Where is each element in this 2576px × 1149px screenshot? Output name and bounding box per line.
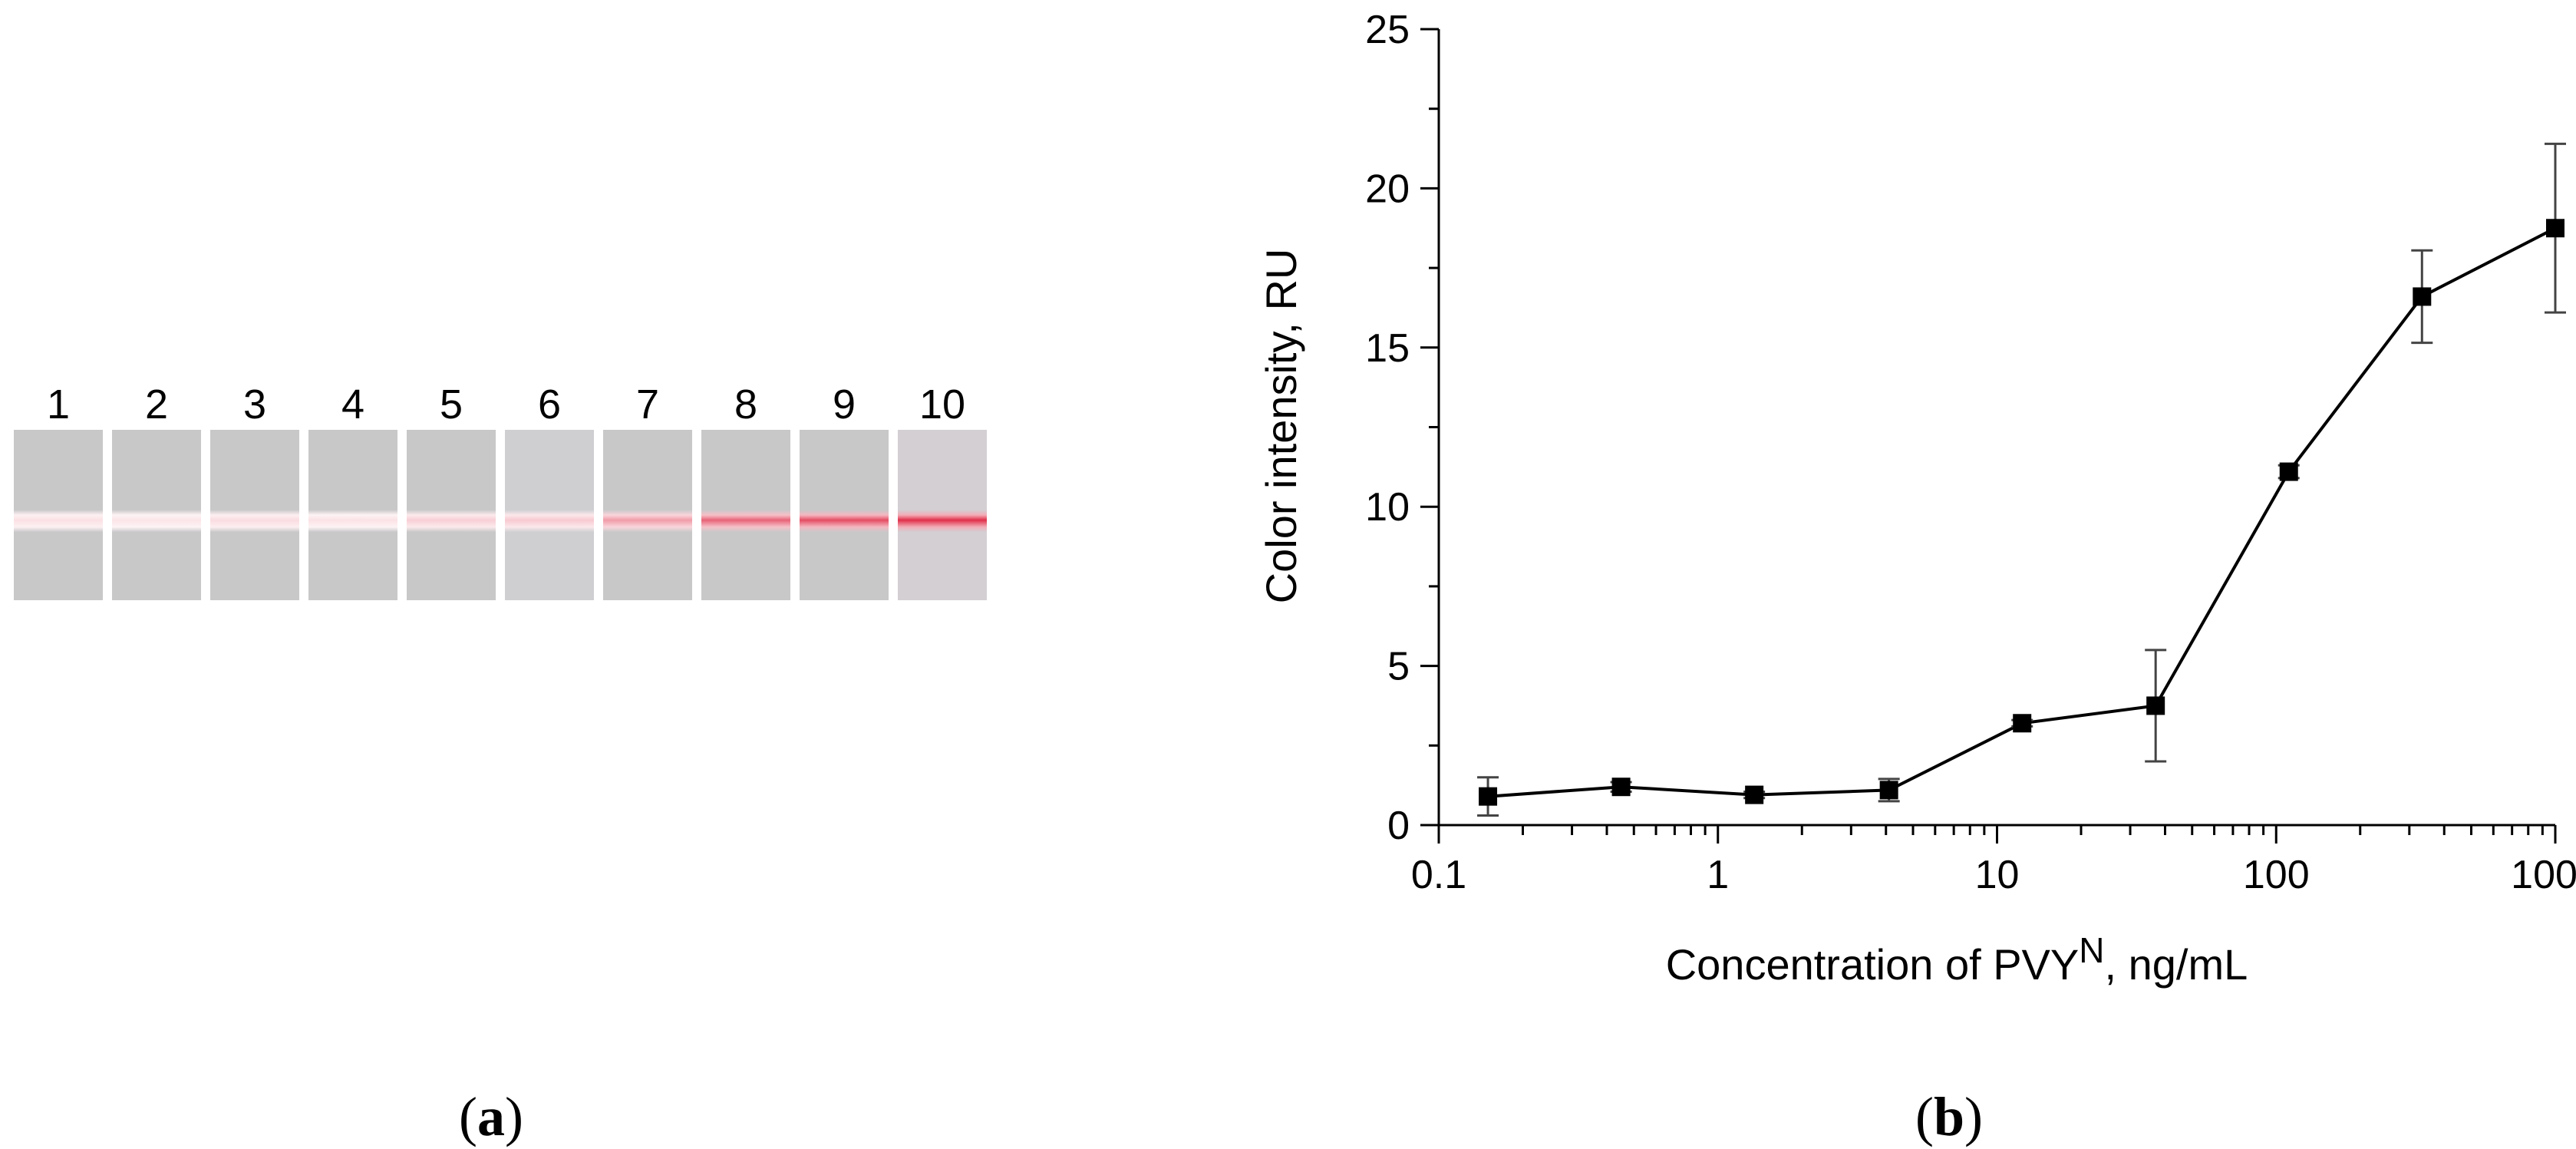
test-strip-6 [505,430,594,600]
chart-tick-labels: 0 5 10 15 20 25 0.1 1 10 100 1000 [1365,8,2576,897]
data-points [1479,219,2564,806]
data-point [1611,778,1631,797]
data-point [2279,462,2298,481]
series-line [1487,226,2556,798]
test-strip-5 [407,430,496,600]
strip-label-10: 10 [919,381,966,428]
strip-label-2: 2 [144,381,169,428]
strip-label-4: 4 [341,381,365,428]
y-tick-label: 15 [1365,326,1410,371]
strip-label-9: 9 [832,381,856,428]
strip-label-8: 8 [734,381,758,428]
data-point [1745,785,1764,804]
data-point [2413,287,2432,306]
x-axis-label-unit: , ng/mL [2104,940,2248,989]
x-axis-label-main: Concentration of PVY [1665,940,2080,989]
strip-label-7: 7 [635,381,660,428]
x-tick-label: 1000 [2511,853,2576,897]
chart-axes [1437,29,2555,827]
y-tick-label: 20 [1365,167,1410,211]
y-tick-label: 25 [1365,8,1410,52]
strip-label-3: 3 [242,381,267,428]
chart-ticks [1420,28,2557,844]
panel-label-a: (a) [459,1086,523,1147]
test-strip-10 [898,430,987,600]
data-point [2013,714,2032,733]
data-point [2146,696,2165,715]
y-tick-label: 10 [1365,485,1410,530]
x-tick-label: 10 [1975,853,2020,897]
data-point [1479,787,1498,806]
panel-label-b: (b) [1915,1086,1983,1147]
series-polyline [1487,226,2556,798]
data-point [2546,219,2564,238]
x-tick-label: 1 [1707,853,1729,897]
y-tick-label: 0 [1387,804,1410,848]
test-strip-2 [112,430,201,600]
x-tick-label: 100 [2243,853,2310,897]
strip-label-6: 6 [537,381,562,428]
x-axis-label-superscript: N [2079,930,2105,970]
y-tick-label: 5 [1387,645,1410,689]
test-strip-1 [14,430,103,600]
test-strip-9 [800,430,889,600]
test-strips-panel: 1 2 3 4 5 6 7 8 9 10 [0,0,998,1149]
x-axis-label: Concentration of PVYN, ng/mL [1573,933,2340,992]
test-strip-7 [603,430,692,600]
y-axis-label: Color intensity, RU [1257,248,1305,604]
data-point [1879,781,1898,800]
test-strip-4 [308,430,397,600]
strip-label-1: 1 [46,381,71,428]
x-tick-label: 0.1 [1411,853,1466,897]
strip-label-5: 5 [439,381,463,428]
test-strip-3 [210,430,299,600]
test-strip-8 [701,430,790,600]
